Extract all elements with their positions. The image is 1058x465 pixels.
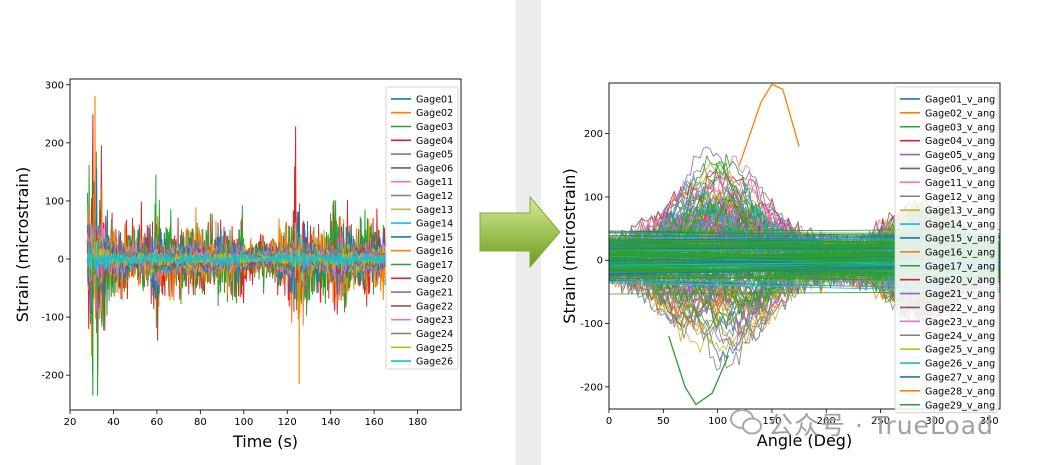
legend-label: Gage14_v_ang [925, 220, 995, 231]
y-tick-label: -200 [41, 371, 64, 382]
x-tick-label: 60 [151, 417, 164, 428]
legend-label: Gage25 [416, 343, 453, 354]
legend-label: Gage15_v_ang [925, 233, 995, 244]
legend-label: Gage03_v_ang [925, 122, 995, 133]
x-tick-label: 80 [194, 417, 207, 428]
legend-label: Gage21 [416, 288, 453, 299]
legend-label: Gage23 [416, 315, 453, 326]
legend-label: Gage20_v_ang [925, 275, 995, 286]
legend-label: Gage01 [416, 94, 453, 105]
legend-label: Gage06 [416, 163, 453, 174]
legend-label: Gage04 [416, 136, 453, 147]
x-tick-label: 350 [980, 416, 999, 427]
legend-label: Gage12_v_ang [925, 192, 995, 203]
y-tick-label: 100 [584, 192, 603, 203]
legend-label: Gage16 [416, 246, 453, 257]
legend-label: Gage22_v_ang [925, 303, 995, 314]
x-axis-label: Angle (Deg) [757, 431, 852, 450]
legend-label: Gage25_v_ang [925, 345, 995, 356]
legend-label: Gage11 [416, 177, 453, 188]
watermark: 公众号 · TrueLoad [728, 402, 1028, 442]
x-tick-label: 300 [925, 416, 944, 427]
wechat-icon [730, 409, 762, 435]
legend-label: Gage12 [416, 191, 453, 202]
plot-frame [608, 82, 1001, 410]
x-tick-label: 100 [234, 417, 253, 428]
y-tick-label: 100 [45, 196, 64, 207]
y-tick-label: 200 [45, 138, 64, 149]
legend-label: Gage02_v_ang [925, 108, 995, 119]
y-tick-label: -100 [580, 319, 603, 330]
y-axis-label: Strain (microstrain) [13, 167, 32, 322]
legend-label: Gage04_v_ang [925, 136, 995, 147]
y-tick-label: -200 [580, 382, 603, 393]
legend-label: Gage03 [416, 122, 453, 133]
legend-label: Gage28_v_ang [925, 386, 995, 397]
x-tick-label: 180 [408, 417, 427, 428]
legend-label: Gage26_v_ang [925, 359, 995, 370]
x-tick-label: 140 [321, 417, 340, 428]
y-tick-label: 0 [597, 256, 603, 267]
legend-label: Gage24 [416, 329, 453, 340]
x-tick-label: 120 [278, 417, 297, 428]
legend-label: Gage23_v_ang [925, 317, 995, 328]
legend-label: Gage22 [416, 301, 453, 312]
x-tick-label: 50 [657, 416, 670, 427]
legend-label: Gage29_v_ang [925, 400, 995, 411]
legend-label: Gage24_v_ang [925, 331, 995, 342]
peak-max [738, 83, 800, 166]
legend-label: Gage05 [416, 150, 453, 161]
watermark-text: 公众号 · TrueLoad [768, 411, 994, 440]
x-tick-label: 40 [107, 417, 120, 428]
x-tick-label: 160 [365, 417, 384, 428]
legend-label: Gage17_v_ang [925, 261, 995, 272]
x-tick-label: 250 [871, 416, 890, 427]
series-line-gage26 [86, 240, 386, 278]
y-tick-label: 300 [45, 80, 64, 91]
legend-label: Gage01_v_ang [925, 94, 995, 105]
legend-label: Gage05_v_ang [925, 150, 995, 161]
legend-label: Gage17 [416, 260, 453, 271]
x-tick-label: 20 [64, 417, 77, 428]
peak-min [668, 336, 730, 406]
legend-label: Gage26 [416, 357, 453, 368]
legend-label: Gage15 [416, 232, 453, 243]
time-series-chart: 20 40 60 80 100 120 140 160 180 -200 -100 0 100 200 30… [9, 32, 511, 455]
y-tick-label: 0 [58, 255, 64, 266]
y-tick-label: 200 [584, 129, 603, 140]
legend-label: Gage11_v_ang [925, 178, 995, 189]
x-tick-label: 0 [606, 416, 612, 427]
legend-label: Gage06_v_ang [925, 164, 995, 175]
y-tick-label: -100 [41, 313, 64, 324]
x-axis-label: Time (s) [232, 432, 298, 451]
series-group [86, 96, 386, 396]
legend [385, 86, 459, 370]
x-tick-label: 100 [708, 416, 727, 427]
legend [894, 86, 999, 414]
plot-frame [69, 78, 462, 411]
legend-label: Gage21_v_ang [925, 289, 995, 300]
legend-label: Gage14 [416, 219, 453, 230]
legend-label: Gage13 [416, 205, 453, 216]
x-tick-label: 200 [817, 416, 836, 427]
y-axis-label: Strain (microstrain) [560, 168, 579, 323]
legend-label: Gage20 [416, 274, 453, 285]
legend-label: Gage16_v_ang [925, 247, 995, 258]
legend-label: Gage13_v_ang [925, 206, 995, 217]
legend-label: Gage02 [416, 108, 453, 119]
legend-label: Gage27_v_ang [925, 372, 995, 383]
x-tick-label: 150 [762, 416, 781, 427]
